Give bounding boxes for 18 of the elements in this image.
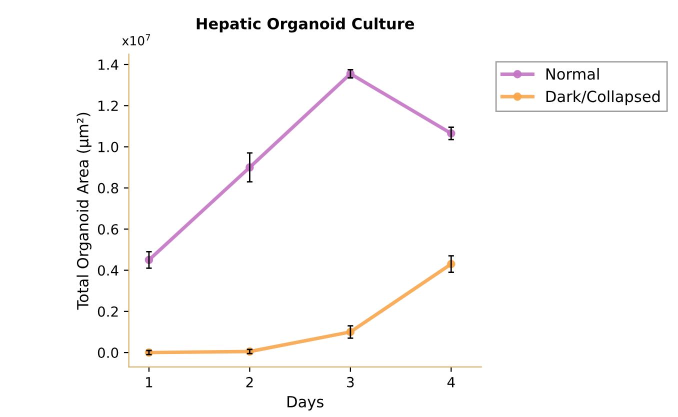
y-tick-label: 0.6: [98, 224, 118, 235]
x-axis-title: Days: [288, 396, 324, 410]
y-tick-label: 1.0: [98, 142, 118, 152]
legend-label: Normal: [546, 68, 599, 80]
x-tick-label: 2: [246, 376, 253, 388]
y-tick-label: 1.4: [98, 60, 118, 70]
legend-label: Dark/Collapsed: [546, 90, 660, 106]
y-tick-label: 0.4: [98, 265, 118, 276]
x-tick-label: 3: [347, 376, 354, 388]
y-tick-label: 0.2: [98, 306, 118, 317]
x-tick-label: 1: [146, 377, 152, 388]
text: x10$^{7}$: [122, 34, 150, 46]
y-tick-label: 0.8: [98, 182, 118, 194]
y-axis-title: Total Organoid Area (μm²): [76, 112, 92, 310]
x-tick-label: 4: [447, 377, 455, 388]
y-tick-label: 0.0: [98, 348, 118, 358]
y-tick-label: 1.2: [98, 100, 118, 111]
chart-title: Hepatic Organoid Culture: [196, 18, 414, 33]
